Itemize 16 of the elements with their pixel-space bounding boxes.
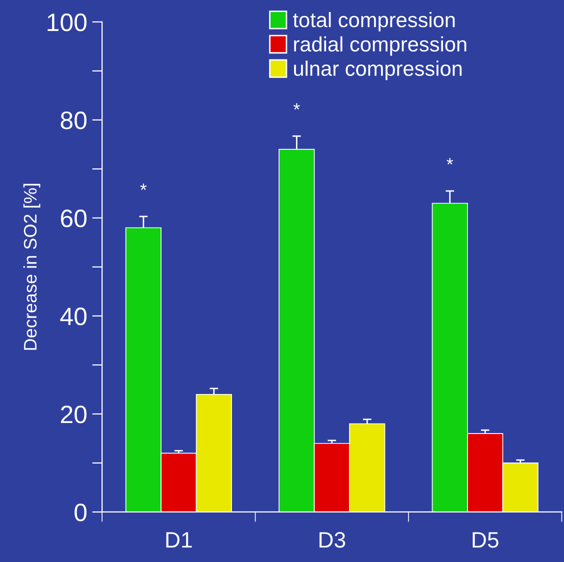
x-tick-label: D5 <box>472 532 498 548</box>
y-tick-label: 60 <box>60 210 87 228</box>
y-axis-title: Decrease in SO2 [%] <box>23 184 40 350</box>
y-tick-label: 100 <box>48 14 87 32</box>
y-tick-label: 20 <box>60 406 87 424</box>
legend-label: total compression <box>293 12 455 32</box>
y-tick-label: 80 <box>60 112 87 130</box>
y-tick-label: 0 <box>74 504 87 522</box>
x-tick-label: D3 <box>320 532 346 548</box>
annotation: * <box>140 184 147 190</box>
annotation: * <box>446 158 454 164</box>
x-tick-label: D1 <box>166 532 192 548</box>
legend-label: ulnar compression <box>294 60 462 80</box>
legend-label: radial compression <box>294 36 466 56</box>
annotation: * <box>293 103 300 110</box>
y-tick-label: 40 <box>60 308 87 326</box>
